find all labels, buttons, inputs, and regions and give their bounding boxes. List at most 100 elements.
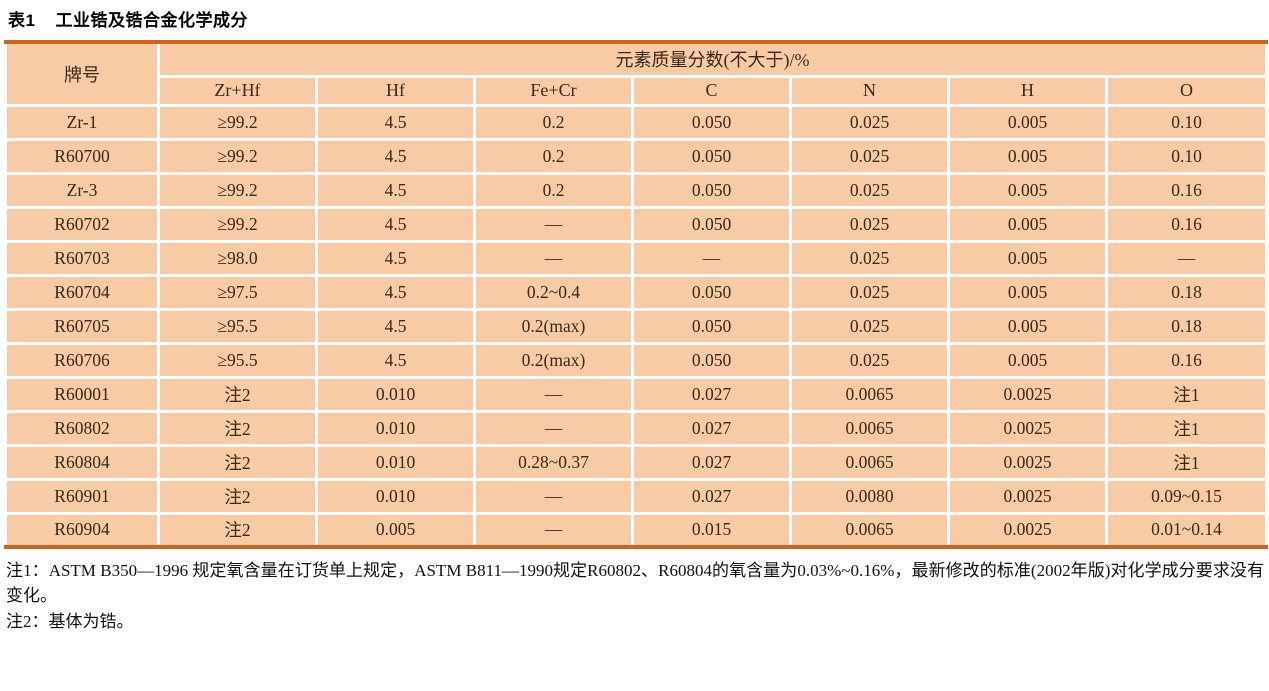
value-cell: 0.010: [315, 375, 476, 413]
table-number: 表1: [8, 11, 36, 30]
value-cell: 注1: [1105, 409, 1268, 447]
composition-table: 牌号 元素质量分数(不大于)/% Zr+Hf Hf Fe+Cr C N H O Zr-1 ≥9…: [4, 40, 1268, 549]
value-cell: 0.025: [789, 171, 950, 209]
value-cell: —: [1105, 239, 1268, 277]
value-cell: 0.28~0.37: [473, 443, 634, 481]
value-cell: 0.0025: [947, 477, 1108, 515]
value-cell: 0.18: [1105, 307, 1268, 345]
value-cell: ≥99.2: [157, 171, 318, 209]
grade-cell: R60705: [4, 307, 160, 345]
value-cell: 0.025: [789, 137, 950, 175]
grade-cell: R60700: [4, 137, 160, 175]
value-cell: —: [473, 511, 634, 549]
value-cell: ≥97.5: [157, 273, 318, 311]
value-cell: 0.025: [789, 307, 950, 345]
value-cell: 0.0065: [789, 375, 950, 413]
grade-cell: R60804: [4, 443, 160, 481]
value-cell: 0.015: [631, 511, 792, 549]
value-cell: 注2: [157, 477, 318, 515]
value-cell: 0.2: [473, 171, 634, 209]
note: 注2：基体为锆。: [6, 612, 134, 631]
value-cell: 0.005: [947, 205, 1108, 243]
column-header: Fe+Cr: [473, 74, 634, 107]
grade-cell: R60704: [4, 273, 160, 311]
value-cell: ≥98.0: [157, 239, 318, 277]
grade-cell: R60901: [4, 477, 160, 515]
table-row: R60804 注2 0.010 0.28~0.37 0.027 0.0065 0.0025 注…: [4, 443, 1268, 481]
value-cell: —: [473, 375, 634, 413]
value-cell: 0.027: [631, 375, 792, 413]
table-row: Zr-1 ≥99.2 4.5 0.2 0.050 0.025 0.005 0.10: [4, 103, 1268, 141]
value-cell: —: [631, 239, 792, 277]
value-cell: 4.5: [315, 171, 476, 209]
value-cell: —: [473, 239, 634, 277]
table-row: R60702 ≥99.2 4.5—0.050 0.025 0.005 0.16: [4, 205, 1268, 243]
value-cell: 0.050: [631, 273, 792, 311]
value-cell: 0.050: [631, 103, 792, 141]
value-cell: 注2: [157, 511, 318, 549]
value-cell: 0.2: [473, 103, 634, 141]
table-row: R60705 ≥95.5 4.5 0.2(max) 0.050 0.025 0.005 0.1…: [4, 307, 1268, 345]
value-cell: 4.5: [315, 273, 476, 311]
value-cell: 0.0080: [789, 477, 950, 515]
grade-cell: R60001: [4, 375, 160, 413]
table-row: R60703 ≥98.0 4.5— —0.025 0.005—: [4, 239, 1268, 277]
value-cell: 0.010: [315, 409, 476, 447]
value-cell: 0.2(max): [473, 341, 634, 379]
value-cell: 0.050: [631, 137, 792, 175]
table-row: R60001 注2 0.010—0.027 0.0065 0.0025 注1: [4, 375, 1268, 413]
grade-cell: Zr-3: [4, 171, 160, 209]
table-body: Zr-1 ≥99.2 4.5 0.2 0.050 0.025 0.005 0.10 R60700…: [4, 103, 1268, 549]
value-cell: 注1: [1105, 375, 1268, 413]
value-cell: 0.18: [1105, 273, 1268, 311]
value-cell: 4.5: [315, 137, 476, 175]
value-cell: ≥99.2: [157, 137, 318, 175]
value-cell: 0.025: [789, 205, 950, 243]
column-header: Zr+Hf: [157, 74, 318, 107]
value-cell: 0.16: [1105, 205, 1268, 243]
table-row: Zr-3 ≥99.2 4.5 0.2 0.050 0.025 0.005 0.16: [4, 171, 1268, 209]
value-cell: 0.010: [315, 477, 476, 515]
column-header: O: [1105, 74, 1268, 107]
value-cell: 0.0065: [789, 511, 950, 549]
element-mass-fraction-group-header: 元素质量分数(不大于)/%: [157, 40, 1268, 78]
column-header: H: [947, 74, 1108, 107]
value-cell: 0.027: [631, 409, 792, 447]
value-cell: 0.0025: [947, 443, 1108, 481]
group-header-row: 牌号 元素质量分数(不大于)/%: [4, 40, 1268, 107]
value-cell: 注2: [157, 409, 318, 447]
value-cell: 0.025: [789, 103, 950, 141]
value-cell: 0.050: [631, 205, 792, 243]
grade-cell: R60904: [4, 511, 160, 549]
table-title-text: 工业锆及锆合金化学成分: [55, 11, 248, 30]
grade-cell: Zr-1: [4, 103, 160, 141]
value-cell: 0.005: [947, 307, 1108, 345]
table-row: R60901 注2 0.010—0.027 0.0080 0.0025 0.09~0.15: [4, 477, 1268, 515]
value-cell: 0.050: [631, 341, 792, 379]
column-header: N: [789, 74, 950, 107]
value-cell: 注2: [157, 443, 318, 481]
value-cell: —: [473, 477, 634, 515]
value-cell: ≥99.2: [157, 103, 318, 141]
value-cell: 0.10: [1105, 103, 1268, 141]
value-cell: 0.0025: [947, 375, 1108, 413]
notes: 注1：ASTM B350—1996 规定氧含量在订货单上规定，ASTM B811…: [4, 549, 1266, 634]
value-cell: ≥95.5: [157, 307, 318, 345]
value-cell: 0.050: [631, 171, 792, 209]
value-cell: ≥99.2: [157, 205, 318, 243]
value-cell: 0.027: [631, 443, 792, 481]
grade-cell: R60802: [4, 409, 160, 447]
table-row: R60904 注2 0.005—0.015 0.0065 0.0025 0.01~0.14: [4, 511, 1268, 549]
value-cell: 0.0065: [789, 443, 950, 481]
table-row: R60700 ≥99.2 4.5 0.2 0.050 0.025 0.005 0.10: [4, 137, 1268, 175]
value-cell: 0.025: [789, 273, 950, 311]
value-cell: 0.005: [947, 239, 1108, 277]
table-header: 牌号 元素质量分数(不大于)/% Zr+Hf Hf Fe+Cr C N H O: [4, 40, 1268, 107]
grade-column-header: 牌号: [4, 40, 160, 107]
value-cell: 0.16: [1105, 341, 1268, 379]
note: 注1：ASTM B350—1996 规定氧含量在订货单上规定，ASTM B811…: [6, 561, 1264, 605]
value-cell: 注2: [157, 375, 318, 413]
grade-cell: R60703: [4, 239, 160, 277]
table-row: R60802 注2 0.010—0.027 0.0065 0.0025 注1: [4, 409, 1268, 447]
